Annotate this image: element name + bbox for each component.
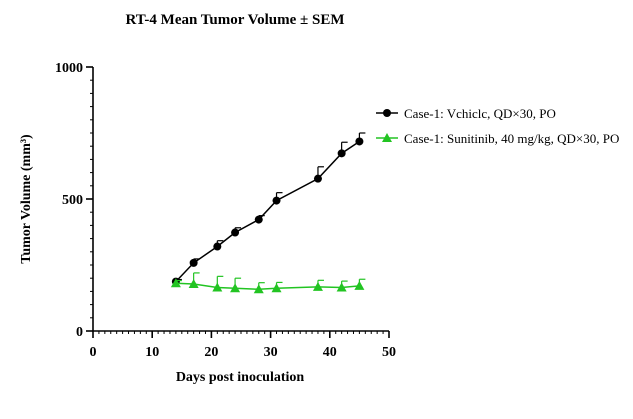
data-point xyxy=(230,283,241,293)
data-point xyxy=(355,137,364,146)
data-point xyxy=(312,281,323,291)
x-tick-label: 40 xyxy=(323,345,337,360)
legend-marker xyxy=(382,133,392,142)
chart-title: RT-4 Mean Tumor Volume ± SEM xyxy=(125,12,344,28)
data-point xyxy=(231,228,240,237)
data-point xyxy=(272,196,281,205)
y-axis-label: Tumor Volume (mm³) xyxy=(19,134,34,264)
data-point xyxy=(253,284,264,294)
y-tick-label: 0 xyxy=(76,325,83,340)
x-axis-label: Days post inoculation xyxy=(176,370,305,385)
series-line xyxy=(175,140,360,283)
data-point xyxy=(313,174,322,183)
data-point xyxy=(254,215,263,224)
data-point xyxy=(336,282,347,292)
legend: Case-1: Vchiclc, QD×30, PO Case-1: Suniti… xyxy=(376,106,619,146)
data-point xyxy=(189,258,198,267)
x-tick-label: 50 xyxy=(382,345,396,360)
data-point xyxy=(213,242,222,251)
legend-item-2: Case-1: Sunitinib, 40 mg/kg, QD×30, PO xyxy=(376,131,619,146)
x-tick-label: 20 xyxy=(204,345,218,360)
data-point xyxy=(354,280,365,290)
x-tick-label: 0 xyxy=(90,345,97,360)
legend-item-1: Case-1: Vchiclc, QD×30, PO xyxy=(376,106,556,121)
y-tick-label: 500 xyxy=(62,193,83,208)
plot-area xyxy=(170,132,366,294)
series-1 xyxy=(171,132,366,286)
series-line xyxy=(175,282,360,291)
data-point xyxy=(212,282,223,292)
data-point xyxy=(170,278,181,288)
data-point xyxy=(337,149,346,158)
axes: 0 500 1000 0 10 20 30 40 50 xyxy=(55,61,396,360)
series-2 xyxy=(170,272,366,294)
data-point xyxy=(188,279,199,289)
x-tick-label: 10 xyxy=(145,345,159,360)
y-tick-label: 1000 xyxy=(55,61,83,76)
legend-label: Case-1: Vchiclc, QD×30, PO xyxy=(404,106,556,121)
legend-label: Case-1: Sunitinib, 40 mg/kg, QD×30, PO xyxy=(404,131,619,146)
x-tick-label: 30 xyxy=(264,345,278,360)
legend-marker xyxy=(383,109,391,117)
data-point xyxy=(271,283,282,293)
